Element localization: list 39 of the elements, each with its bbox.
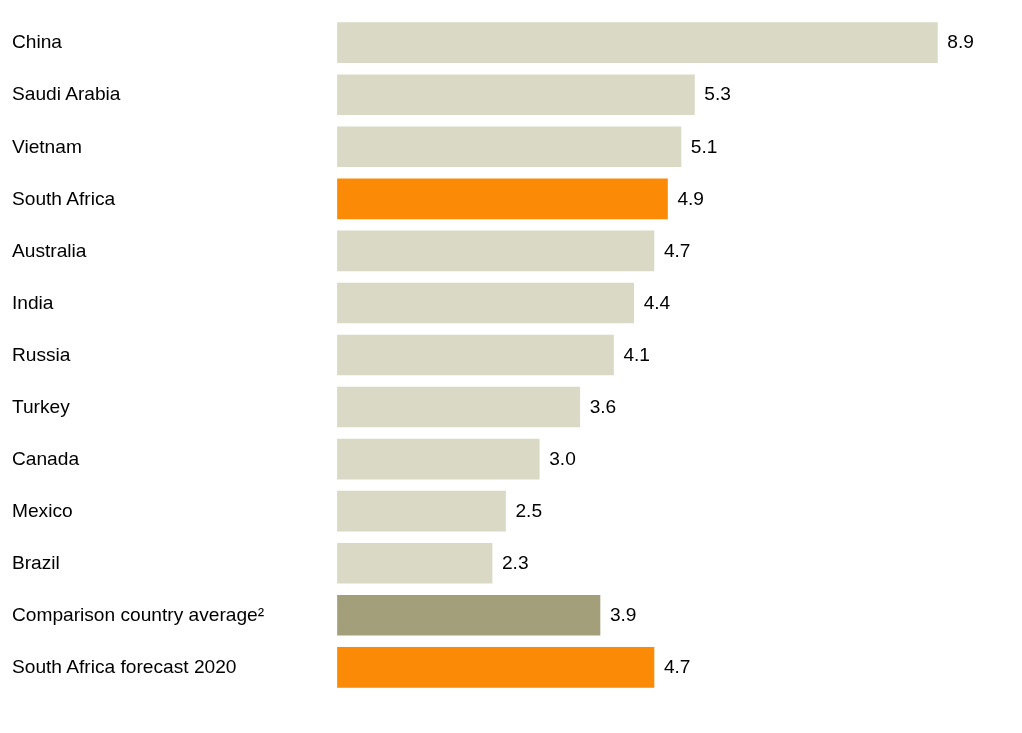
bar — [337, 490, 506, 532]
bar — [337, 74, 695, 116]
bar — [337, 22, 938, 63]
data-label: 3.0 — [549, 447, 576, 469]
data-label: 2.5 — [515, 499, 543, 521]
y-tick-label: Saudi Arabia — [11, 83, 121, 105]
bar — [337, 178, 668, 220]
bar — [337, 126, 682, 168]
y-tick-label: Comparison country average² — [11, 604, 265, 626]
data-label: 3.9 — [609, 604, 637, 626]
data-label: 2.3 — [501, 551, 529, 573]
bar — [337, 594, 601, 636]
data-label: 4.7 — [663, 239, 691, 261]
bar — [337, 647, 655, 688]
bar — [337, 386, 581, 428]
y-tick-label: India — [11, 291, 54, 313]
bar — [337, 334, 614, 376]
data-label: 5.1 — [690, 135, 718, 157]
bar — [337, 438, 540, 480]
bar — [337, 230, 655, 272]
data-label: 4.7 — [663, 656, 691, 678]
data-label: 5.3 — [704, 83, 731, 105]
data-label: 4.4 — [643, 291, 671, 313]
y-tick-label: Canada — [11, 447, 80, 469]
y-tick-label: Brazil — [11, 551, 60, 573]
data-label: 4.1 — [623, 343, 650, 365]
y-tick-label: South Africa forecast 2020 — [11, 656, 237, 678]
y-tick-label: Australia — [11, 239, 87, 261]
data-label: 8.9 — [947, 31, 974, 53]
y-tick-label: Turkey — [11, 395, 71, 417]
data-label: 4.9 — [677, 187, 704, 209]
y-tick-label: Vietnam — [11, 135, 82, 157]
y-tick-label: South Africa — [11, 187, 116, 209]
y-tick-label: Mexico — [11, 499, 73, 521]
y-tick-label: Russia — [11, 343, 71, 365]
bar — [337, 542, 493, 584]
bar — [337, 282, 635, 324]
y-tick-label: China — [11, 31, 63, 53]
data-label: 3.6 — [589, 395, 617, 417]
